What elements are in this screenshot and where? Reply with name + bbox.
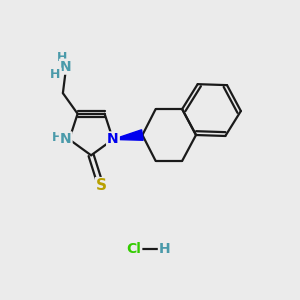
Text: H: H	[57, 51, 68, 64]
Text: Cl: Cl	[126, 242, 141, 256]
Text: H: H	[52, 130, 62, 144]
Text: N: N	[107, 132, 119, 146]
Polygon shape	[113, 130, 143, 140]
Text: N: N	[60, 60, 72, 74]
Text: S: S	[96, 178, 107, 193]
Text: H: H	[159, 242, 170, 256]
Text: N: N	[60, 132, 71, 146]
Text: H: H	[50, 68, 61, 81]
